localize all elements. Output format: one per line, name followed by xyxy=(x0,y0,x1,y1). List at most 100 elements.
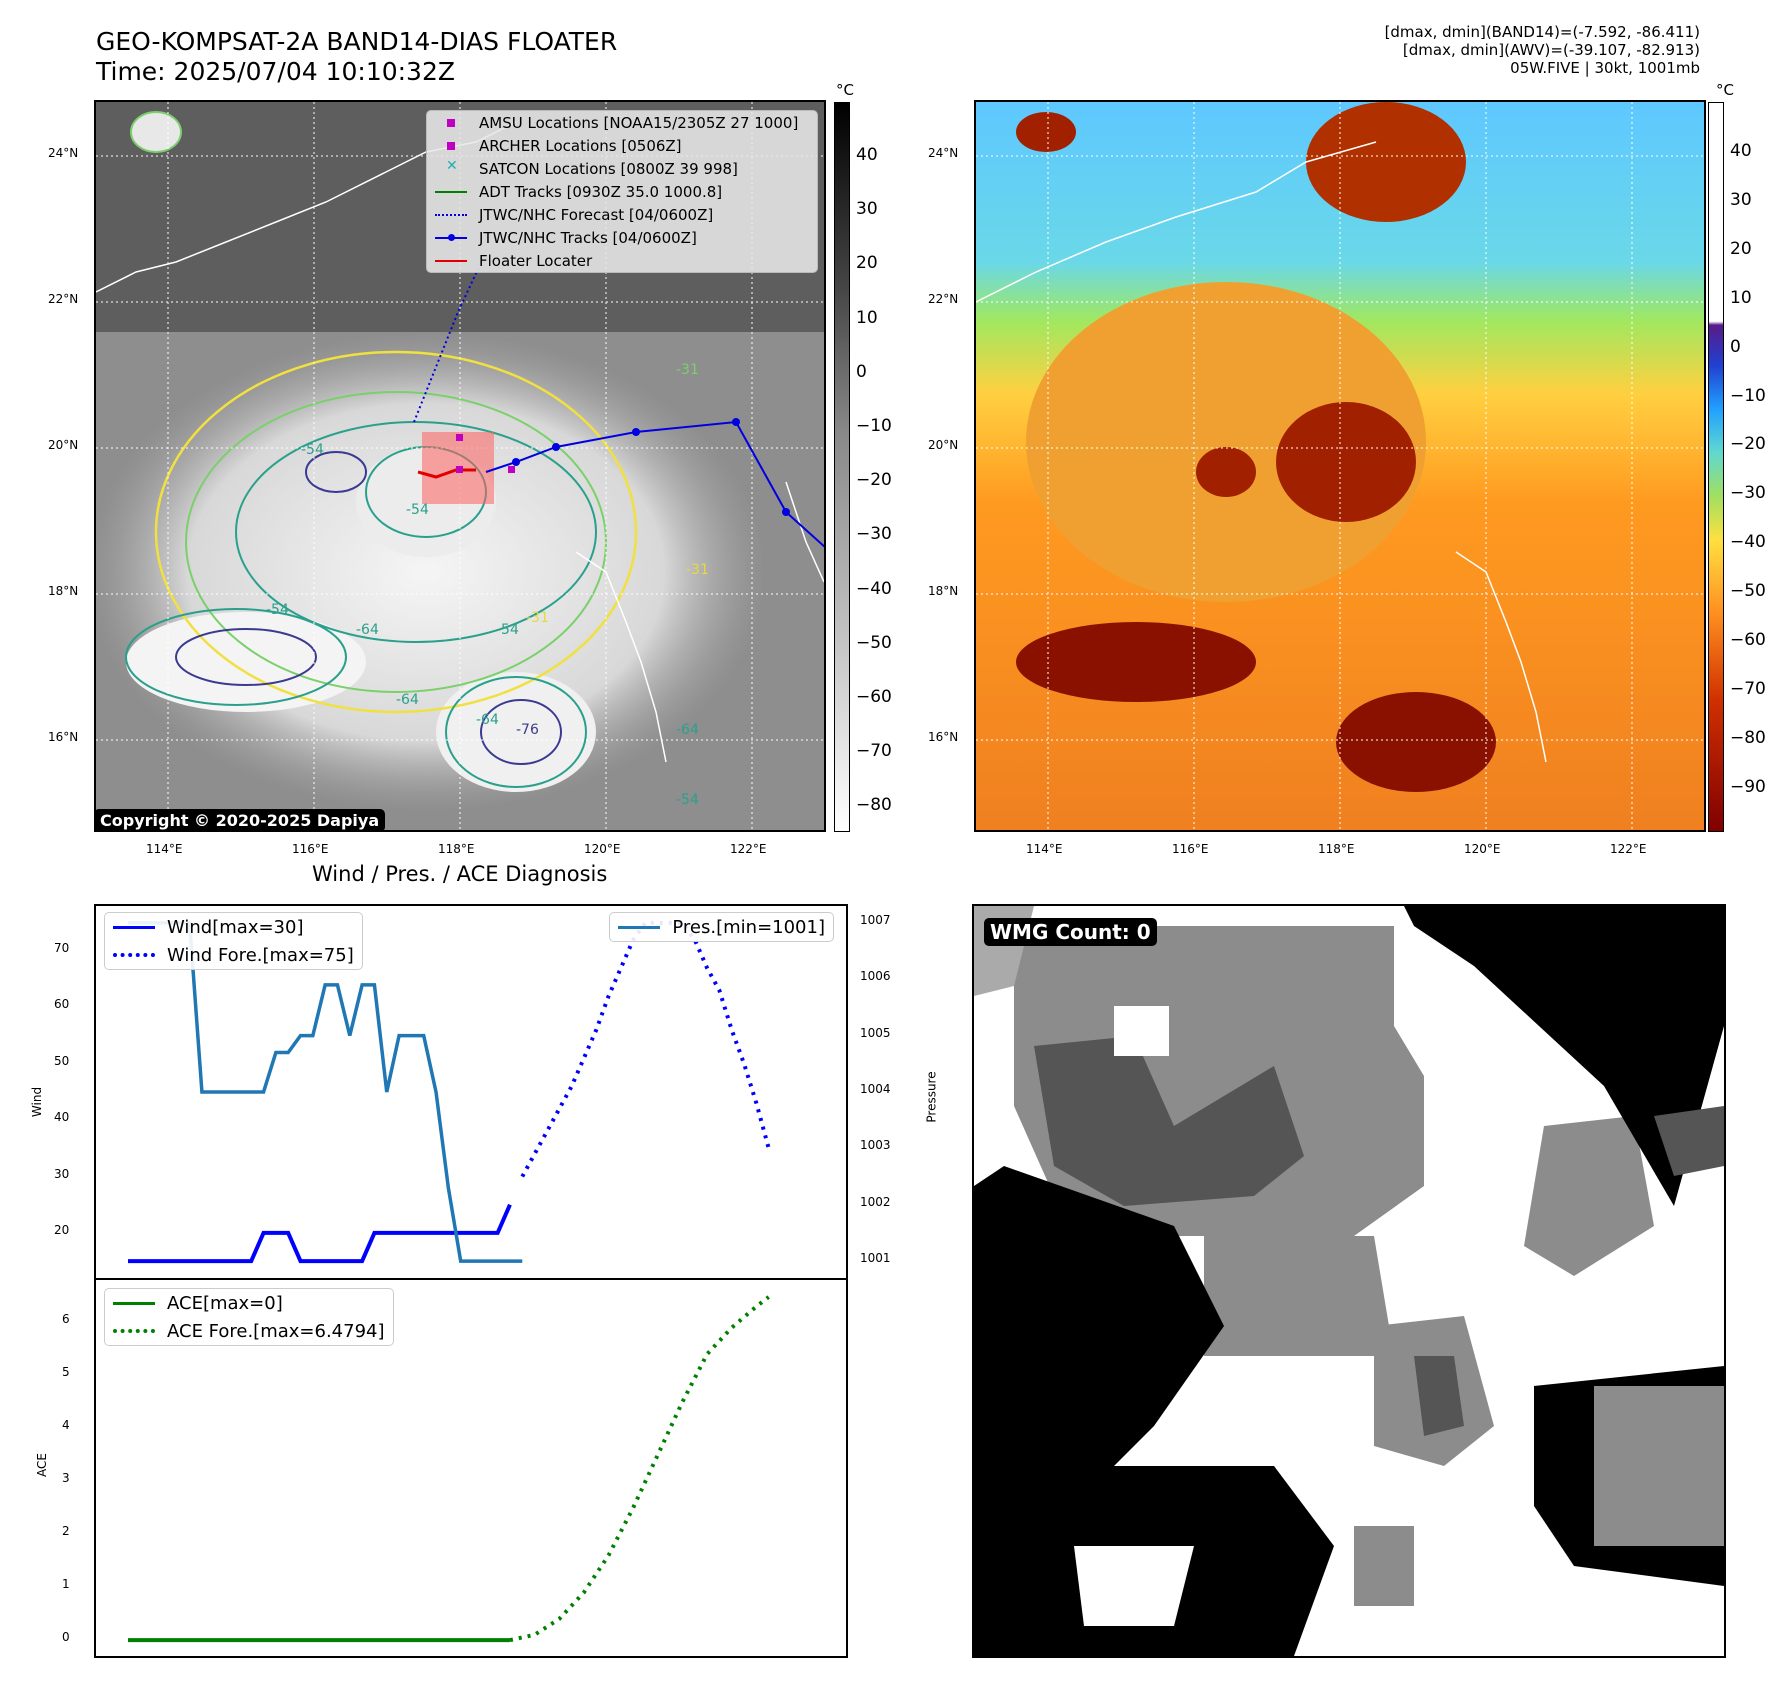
lon-tick-label: 120°E xyxy=(1464,842,1501,856)
wind-line xyxy=(128,1203,512,1264)
legend-swatch-icon xyxy=(435,186,467,198)
contour-label: -54 xyxy=(676,792,699,808)
awv-colorbar-tick: −10 xyxy=(1730,385,1766,406)
wind-tick-label: 40 xyxy=(54,1110,70,1125)
awv-colorbar-tick: −40 xyxy=(1730,532,1766,553)
awv-colorbar-unit: °C xyxy=(1716,81,1734,99)
lon-tick-label: 122°E xyxy=(730,842,767,856)
wind-tick-label: 70 xyxy=(54,941,70,956)
ir-colorbar-tick: −20 xyxy=(856,470,892,491)
ace-axis-label: ACE xyxy=(34,1453,49,1477)
ir-colorbar-tick: 40 xyxy=(856,145,878,165)
lat-tick-label: 22°N xyxy=(48,292,79,306)
ir-legend-row: JTWC/NHC Forecast [04/0600Z] xyxy=(427,203,817,226)
ace-forecast-line xyxy=(509,1295,770,1643)
wmg-image xyxy=(974,906,1724,1656)
info-line-2: [dmax, dmin](AWV)=(-39.107, -82.913) xyxy=(1402,41,1700,59)
lat-tick-label: 16°N xyxy=(48,730,79,744)
lat-tick-label: 20°N xyxy=(928,438,959,452)
info-line-3: 05W.FIVE | 30kt, 1001mb xyxy=(1510,59,1700,77)
pres-tick-label: 1007 xyxy=(860,912,891,927)
legend-swatch-icon xyxy=(435,255,467,267)
ir-legend-label: ARCHER Locations [0506Z] xyxy=(479,136,682,155)
wind-axis-label: Wind xyxy=(30,1086,45,1118)
ir-colorbar-tick: −30 xyxy=(856,524,892,545)
ace-tick-label: 5 xyxy=(62,1365,70,1380)
wind-forecast-line xyxy=(520,920,771,1178)
contour-label: -54 xyxy=(301,442,324,458)
contour-label: -31 xyxy=(686,562,709,578)
awv-colorbar-tick: 40 xyxy=(1730,141,1752,161)
lat-tick-label: 16°N xyxy=(928,730,959,744)
floater-track xyxy=(417,468,476,479)
lat-tick-label: 18°N xyxy=(928,584,959,598)
ir-colorbar-tick: 0 xyxy=(856,361,867,382)
ir-colorbar-tick: 10 xyxy=(856,307,878,328)
legend-swatch-icon xyxy=(435,140,467,152)
pres-axis-label: Pressure xyxy=(924,1071,939,1123)
legend-swatch-icon xyxy=(435,232,467,244)
wind-tick-label: 50 xyxy=(54,1053,70,1068)
awv-colorbar-tick: 10 xyxy=(1730,287,1752,308)
pres-legend-label: Pres.[min=1001] xyxy=(672,916,825,938)
lon-tick-label: 116°E xyxy=(1172,842,1209,856)
lat-tick-label: 24°N xyxy=(48,146,79,160)
awv-colorbar-tick: −50 xyxy=(1730,581,1766,602)
lon-tick-label: 114°E xyxy=(1026,842,1063,856)
lat-tick-label: 24°N xyxy=(928,146,959,160)
forecast-track xyxy=(413,251,487,423)
ir-colorbar-tick: 30 xyxy=(856,199,878,220)
ir-colorbar-tick: −60 xyxy=(856,687,892,707)
wmg-count-badge: WMG Count: 0 xyxy=(984,918,1157,946)
awv-colorbar-tick: 20 xyxy=(1730,238,1752,259)
wind-pres-plot xyxy=(128,920,771,1264)
lon-tick-label: 116°E xyxy=(292,842,329,856)
pres-tick-label: 1003 xyxy=(860,1138,891,1153)
contour-label: -54 xyxy=(266,602,289,618)
lon-tick-label: 118°E xyxy=(438,842,475,856)
info-line-1: [dmax, dmin](BAND14)=(-7.592, -86.411) xyxy=(1384,23,1700,41)
awv-colorbar-tick: −80 xyxy=(1730,727,1766,748)
ir-map-legend: AMSU Locations [NOAA15/2305Z 27 1000] ARC… xyxy=(426,110,818,273)
pressure-line xyxy=(128,921,523,1263)
wind-tick-label: 30 xyxy=(54,1166,70,1181)
contour-label: -64 xyxy=(396,692,419,708)
ir-legend-label: JTWC/NHC Forecast [04/0600Z] xyxy=(479,205,714,224)
pres-tick-label: 1006 xyxy=(860,969,891,984)
wind-pres-panel: Wind[max=30] Wind Fore.[max=75] Pres.[mi… xyxy=(94,904,848,1280)
contour-label: -54 xyxy=(496,622,519,638)
contour-label: -64 xyxy=(476,712,499,728)
ir-legend-row: ✕ SATCON Locations [0800Z 39 998] xyxy=(427,157,817,180)
ir-legend-row: JTWC/NHC Tracks [04/0600Z] xyxy=(427,226,817,249)
ace-fore-legend-label: ACE Fore.[max=6.4794] xyxy=(167,1320,385,1342)
awv-colorbar xyxy=(1708,102,1724,832)
ir-colorbar-tick: 20 xyxy=(856,253,878,274)
ir-legend-label: SATCON Locations [0800Z 39 998] xyxy=(479,159,738,178)
ace-tick-label: 6 xyxy=(62,1312,70,1327)
ir-legend-label: JTWC/NHC Tracks [04/0600Z] xyxy=(479,228,697,247)
ir-legend-label: Floater Locater xyxy=(479,251,593,270)
ace-plot xyxy=(128,1295,770,1643)
ir-legend-row: ADT Tracks [0930Z 35.0 1000.8] xyxy=(427,180,817,203)
ir-colorbar-tick: −80 xyxy=(856,795,892,816)
awv-colorbar-tick: 0 xyxy=(1730,336,1741,357)
ace-tick-label: 0 xyxy=(62,1630,70,1645)
title-line-2: Time: 2025/07/04 10:10:32Z xyxy=(96,57,455,86)
ir-colorbar-tick: −40 xyxy=(856,578,892,599)
contour-label: -31 xyxy=(676,362,699,378)
ir-colorbar-unit: °C xyxy=(836,81,854,99)
awv-colorbar-tick: 30 xyxy=(1730,189,1752,210)
ace-tick-label: 2 xyxy=(62,1524,70,1539)
copyright-badge: Copyright © 2020-2025 Dapiya xyxy=(96,809,386,830)
contour-label: -64 xyxy=(356,622,379,638)
awv-map-image xyxy=(976,102,1704,830)
ir-colorbar-tick: −10 xyxy=(856,416,892,436)
wind-tick-label: 60 xyxy=(54,997,70,1012)
ace-tick-label: 4 xyxy=(62,1418,70,1433)
wind-tick-label: 20 xyxy=(54,1222,70,1237)
storm-info: [dmax, dmin](BAND14)=(-7.592, -86.411) [… xyxy=(1385,23,1700,77)
lon-tick-label: 120°E xyxy=(584,842,621,856)
awv-colorbar-tick: −20 xyxy=(1730,434,1766,455)
wind-fore-legend-label: Wind Fore.[max=75] xyxy=(167,944,354,966)
pres-tick-label: 1001 xyxy=(860,1251,891,1266)
